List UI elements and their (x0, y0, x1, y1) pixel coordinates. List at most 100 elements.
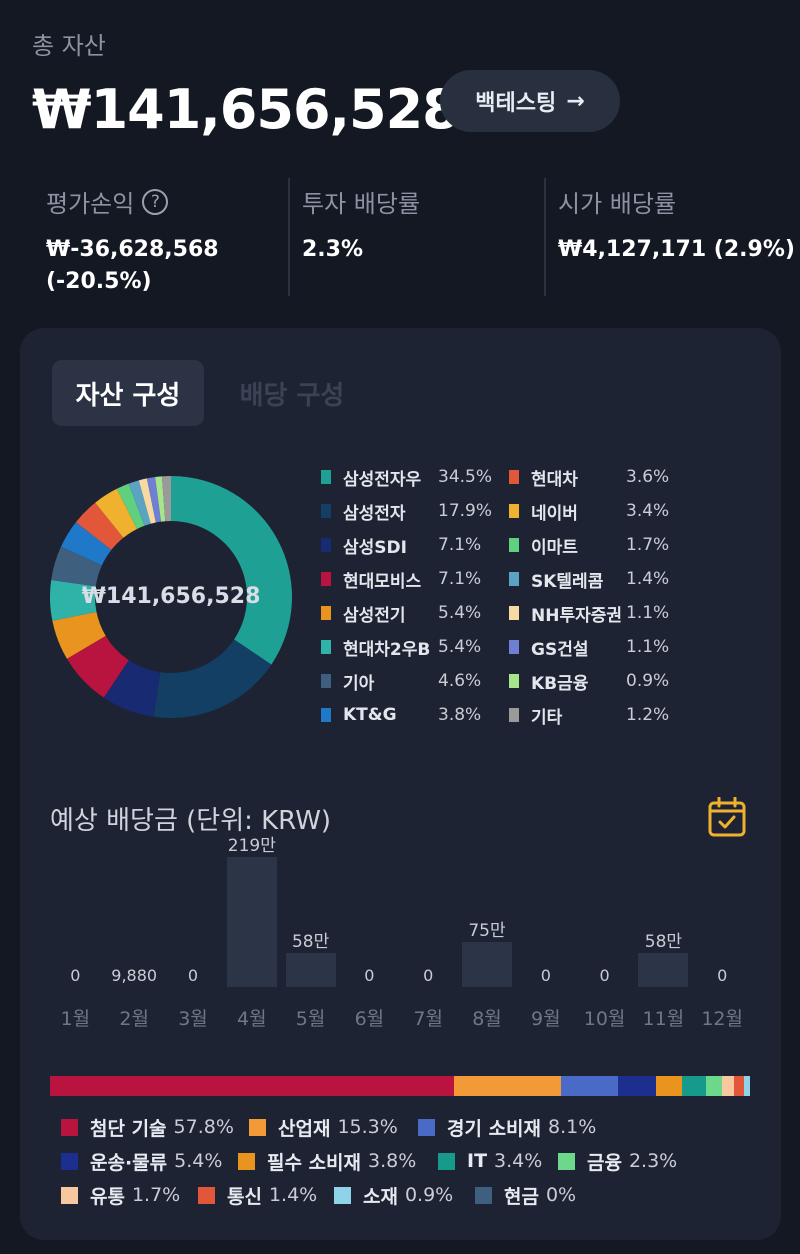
donut-slice-0[interactable] (171, 476, 292, 665)
donut-slice-5[interactable] (50, 579, 97, 621)
month-label: 10월 (583, 1008, 626, 1030)
sector-bar-segment (50, 1076, 455, 1096)
legend-name: NH투자증권 (531, 605, 623, 626)
month-label: 9월 (531, 1008, 561, 1030)
donut-slice-15[interactable] (161, 476, 171, 522)
donut-center-total: ₩141,656,528 (81, 584, 261, 609)
dividend-bar[interactable] (226, 857, 277, 987)
asset-legend-item: 삼성전자우 34.5% (321, 460, 501, 494)
dividend-value-label: 75만 (468, 921, 506, 942)
calendar-check-icon[interactable] (708, 796, 746, 837)
sector-swatch (438, 1152, 455, 1170)
dividend-value-label: 9,880 (111, 966, 158, 985)
asset-donut-chart (50, 476, 292, 718)
sector-bar-segment (682, 1076, 706, 1096)
legend-swatch (509, 674, 519, 688)
stat-pnl-percent: (-20.5%) (46, 269, 152, 294)
donut-slice-7[interactable] (60, 522, 112, 566)
sector-name: 현금 (504, 1185, 539, 1208)
asset-legend-item: 기아 4.6% (321, 664, 501, 698)
donut-slice-9[interactable] (95, 488, 137, 538)
dividend-value-label: 0 (599, 966, 610, 985)
month-label: 2월 (119, 1008, 149, 1030)
dividend-value-label: 0 (364, 966, 375, 985)
stat-market-yield-value: ₩4,127,171 (2.9%) (558, 237, 795, 262)
donut-slice-11[interactable] (128, 480, 151, 526)
sector-name: 산업재 (278, 1117, 331, 1140)
stat-investment-yield-value: 2.3% (302, 237, 364, 262)
donut-slice-4[interactable] (52, 611, 106, 659)
donut-slice-10[interactable] (116, 483, 145, 530)
sector-bar-segment (721, 1076, 734, 1096)
sector-swatch (334, 1186, 351, 1204)
sector-legend-item: IT 3.4% (438, 1144, 542, 1178)
legend-swatch (321, 640, 331, 654)
tab-asset-composition[interactable]: 자산 구성 (52, 360, 204, 426)
dividend-bar[interactable] (462, 942, 512, 987)
donut-slice-12[interactable] (138, 478, 156, 524)
dividend-bar[interactable] (638, 952, 689, 987)
legend-percent: 17.9% (438, 501, 493, 521)
month-label: 11월 (642, 1008, 685, 1030)
sector-swatch (238, 1152, 255, 1170)
donut-slice-14[interactable] (155, 476, 166, 522)
sector-legend-item: 현금 0% (475, 1178, 576, 1212)
sector-name: 경기 소비재 (447, 1117, 542, 1140)
legend-name: 기아 (343, 673, 375, 694)
sector-percent: 8.1% (548, 1116, 597, 1138)
donut-slice-2[interactable] (103, 660, 161, 717)
legend-percent: 3.6% (626, 467, 670, 487)
divider (288, 178, 290, 296)
sector-percent: 1.7% (131, 1184, 181, 1206)
backtest-button[interactable]: 백테스팅 → (440, 70, 620, 132)
sector-name: 유통 (90, 1185, 125, 1208)
legend-percent: 3.4% (626, 501, 670, 521)
legend-percent: 1.1% (626, 603, 670, 623)
sector-name: 운송·물류 (90, 1151, 168, 1174)
legend-name: 삼성SDI (343, 537, 407, 558)
legend-name: 현대차2우B (343, 639, 431, 660)
sector-name: 금융 (587, 1151, 622, 1174)
sector-bar-segment (617, 1076, 656, 1096)
donut-slice-1[interactable] (153, 639, 272, 718)
sector-percent: 1.4% (268, 1184, 318, 1206)
legend-swatch (509, 470, 519, 484)
sector-name: 소재 (363, 1185, 398, 1208)
month-label: 6월 (354, 1008, 385, 1030)
stat-investment-yield: 투자 배당률 2.3% (288, 178, 544, 296)
sector-percent: 5.4% (174, 1150, 223, 1172)
donut-slice-6[interactable] (51, 546, 102, 587)
stat-market-yield-label: 시가 배당률 (558, 190, 677, 218)
asset-legend-item: 현대모비스 7.1% (321, 562, 501, 596)
tab-dividend-composition[interactable]: 배당 구성 (239, 380, 345, 411)
asset-legend-item: KT&G 3.8% (321, 698, 501, 732)
sector-stacked-bar (50, 1076, 750, 1096)
sector-percent: 57.8% (173, 1116, 234, 1138)
donut-slice-13[interactable] (146, 477, 162, 523)
donut-slice-3[interactable] (66, 635, 129, 698)
legend-name: 삼성전자 (343, 503, 406, 524)
legend-swatch (509, 708, 519, 722)
legend-name: 삼성전자우 (343, 469, 422, 490)
legend-name: GS건설 (531, 639, 589, 660)
month-label: 3월 (178, 1008, 208, 1030)
legend-name: KB금융 (531, 673, 589, 694)
legend-swatch (321, 470, 331, 484)
legend-name: 기타 (531, 707, 563, 728)
sector-bar-segment (743, 1076, 750, 1096)
legend-percent: 0.9% (626, 671, 670, 691)
legend-swatch (321, 538, 331, 552)
legend-percent: 1.2% (626, 705, 670, 725)
sector-percent: 15.3% (337, 1116, 398, 1138)
month-label: 8월 (472, 1008, 502, 1030)
legend-name: KT&G (343, 705, 397, 725)
stat-pnl-label: 평가손익 (46, 190, 135, 218)
asset-legend-item: NH투자증권 1.1% (509, 596, 689, 630)
dividend-bar[interactable] (285, 952, 336, 987)
sector-percent: 3.8% (368, 1150, 417, 1172)
help-icon[interactable]: ? (142, 188, 169, 215)
legend-swatch (509, 538, 519, 552)
donut-slice-8[interactable] (75, 502, 124, 550)
legend-swatch (509, 640, 519, 654)
asset-legend-item: 삼성전기 5.4% (321, 596, 501, 630)
